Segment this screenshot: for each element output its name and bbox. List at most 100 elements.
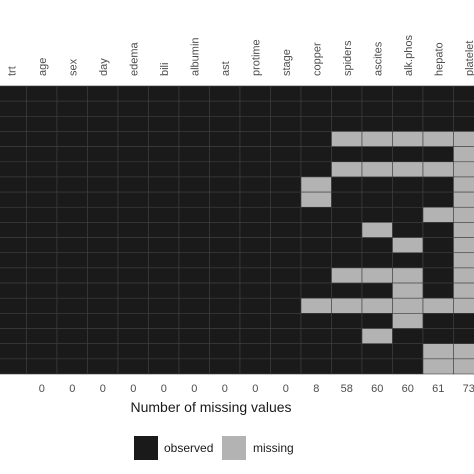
heatmap-cell [117, 100, 149, 117]
heatmap-cell [209, 222, 241, 238]
heatmap-cell [361, 237, 393, 254]
heatmap-cell [178, 297, 210, 314]
heatmap-cell [148, 100, 180, 117]
heatmap-cell [117, 297, 149, 314]
heatmap-cell [117, 191, 149, 208]
heatmap-cell [117, 222, 149, 238]
heatmap-cell [392, 116, 424, 132]
missing-count-label: 0 [100, 383, 106, 395]
heatmap-cell [178, 176, 210, 193]
legend-label-missing: missing [253, 441, 294, 455]
heatmap-cell [26, 282, 58, 299]
heatmap-cell [26, 358, 58, 375]
heatmap-cell [239, 282, 271, 299]
heatmap-cell [361, 100, 393, 117]
heatmap-cell [300, 313, 332, 329]
heatmap-cell [300, 328, 332, 344]
heatmap-cell [117, 252, 149, 269]
variable-label-sex: sex [67, 58, 79, 76]
heatmap-cell [422, 85, 454, 102]
heatmap-cell [178, 100, 210, 117]
heatmap-cell [0, 131, 27, 147]
heatmap-cell [392, 146, 424, 163]
variable-label-ascites: ascites [372, 41, 384, 76]
variable-labels: trt age sex day edema bili albumin ast protime st… [6, 35, 474, 76]
heatmap-cell [422, 116, 454, 132]
variable-label-copper: copper [311, 42, 323, 76]
heatmap-cell [56, 116, 88, 132]
heatmap-cell [56, 358, 88, 375]
heatmap-cell [209, 100, 241, 117]
heatmap-cell [392, 252, 424, 269]
heatmap-cell [56, 191, 88, 208]
heatmap-cell [117, 206, 149, 223]
heatmap-cell [331, 328, 363, 344]
heatmap-cell [392, 191, 424, 208]
heatmap-cell [422, 161, 454, 178]
heatmap-cell [117, 282, 149, 299]
heatmap-cell [453, 100, 474, 117]
heatmap-cell [453, 85, 474, 102]
heatmap-cell [392, 313, 424, 329]
heatmap-cell [300, 116, 332, 132]
heatmap-cell [361, 222, 393, 238]
heatmap-cell [0, 267, 27, 284]
missing-count-label: 0 [283, 383, 289, 395]
heatmap-cell [148, 85, 180, 102]
heatmap-cell [26, 222, 58, 238]
heatmap-cell [26, 297, 58, 314]
heatmap-cell [26, 116, 58, 132]
heatmap-cell [178, 313, 210, 329]
heatmap-cell [0, 146, 27, 163]
heatmap-cell [270, 237, 302, 254]
heatmap-cell [239, 343, 271, 360]
heatmap-cell [178, 161, 210, 178]
missing-count-label: 0 [222, 383, 228, 395]
heatmap-cell [0, 206, 27, 223]
heatmap-cell [331, 297, 363, 314]
heatmap-cell [56, 252, 88, 269]
heatmap-cell [117, 313, 149, 329]
heatmap-cell [209, 191, 241, 208]
heatmap-cell [422, 237, 454, 254]
heatmap-cell [239, 176, 271, 193]
heatmap-cell [56, 100, 88, 117]
heatmap-cell [178, 282, 210, 299]
heatmap-cell [331, 85, 363, 102]
heatmap-cell [87, 328, 119, 344]
heatmap-cell [56, 328, 88, 344]
heatmap-cell [361, 297, 393, 314]
heatmap-cell [117, 116, 149, 132]
heatmap-cell [422, 146, 454, 163]
heatmap-cell [300, 297, 332, 314]
heatmap-cell [239, 206, 271, 223]
heatmap-cell [148, 297, 180, 314]
heatmap-cell [331, 161, 363, 178]
heatmap-cell [87, 343, 119, 360]
heatmap-cell [0, 328, 27, 344]
heatmap-cell [87, 358, 119, 375]
heatmap-cell [87, 252, 119, 269]
heatmap-cell [422, 267, 454, 284]
heatmap-cell [300, 206, 332, 223]
heatmap-cell [239, 252, 271, 269]
heatmap-cell [87, 146, 119, 163]
heatmap-cell [117, 176, 149, 193]
heatmap-cell [453, 358, 474, 375]
heatmap-cell [422, 206, 454, 223]
heatmap-cell [331, 146, 363, 163]
heatmap-cell [26, 237, 58, 254]
missing-count-labels: 0 0 0 0 0 0 0 0 0 8 58 60 60 61 73 [39, 383, 474, 395]
heatmap-cell [178, 237, 210, 254]
heatmap-cell [453, 116, 474, 132]
heatmap-cell [453, 282, 474, 299]
heatmap-cell [178, 343, 210, 360]
heatmap-cell [56, 297, 88, 314]
missing-count-label: 0 [191, 383, 197, 395]
heatmap-cell [56, 237, 88, 254]
heatmap-cell [0, 176, 27, 193]
heatmap-cell [178, 222, 210, 238]
heatmap-cell [361, 85, 393, 102]
heatmap-cell [361, 313, 393, 329]
heatmap-cell [239, 313, 271, 329]
